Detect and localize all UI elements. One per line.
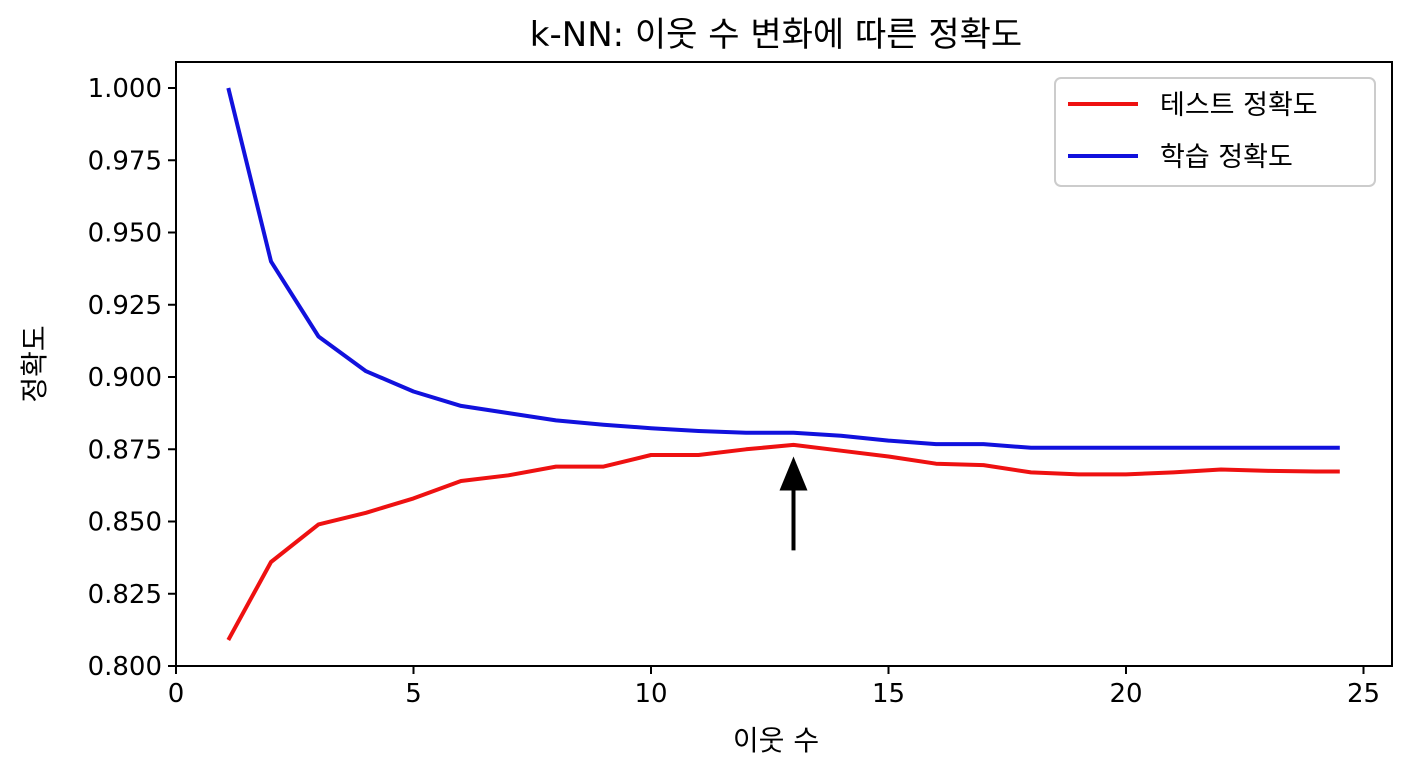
y-tick-label: 0.800 [88, 652, 162, 682]
series-line-0 [226, 442, 1340, 641]
x-axis: 0 5 10 15 20 25 [168, 666, 1380, 709]
legend: 테스트 정확도 학습 정확도 [1054, 77, 1376, 187]
y-tick-label: 0.950 [88, 219, 162, 249]
plot-area [226, 87, 1340, 641]
x-tick-label: 10 [634, 679, 667, 709]
y-tick-label: 0.850 [88, 508, 162, 538]
y-tick-label: 0.900 [88, 363, 162, 393]
legend-label-test: 테스트 정확도 [1160, 90, 1318, 121]
x-tick-label: 0 [168, 679, 185, 709]
y-axis: 0.800 0.825 0.850 0.875 0.900 0.925 0.950 0.975… [88, 74, 176, 682]
x-tick-label: 20 [1109, 679, 1142, 709]
x-axis-label: 이웃 수 [733, 724, 819, 757]
y-tick-label: 0.875 [88, 435, 162, 465]
y-tick-label: 0.825 [88, 580, 162, 610]
series-line-1 [226, 87, 1340, 450]
x-tick-label: 5 [405, 679, 422, 709]
y-tick-label: 1.000 [88, 74, 162, 104]
y-axis-label: 정확도 [18, 325, 51, 402]
legend-label-train: 학습 정확도 [1160, 142, 1293, 173]
y-tick-label: 0.975 [88, 146, 162, 176]
annotation-arrow-head [779, 456, 808, 491]
x-tick-label: 25 [1347, 679, 1380, 709]
y-tick-label: 0.925 [88, 291, 162, 321]
x-tick-label: 15 [872, 679, 905, 709]
plot-frame [175, 61, 1393, 667]
chart-title: k-NN: 이웃 수 변화에 따른 정확도 [530, 15, 1022, 55]
